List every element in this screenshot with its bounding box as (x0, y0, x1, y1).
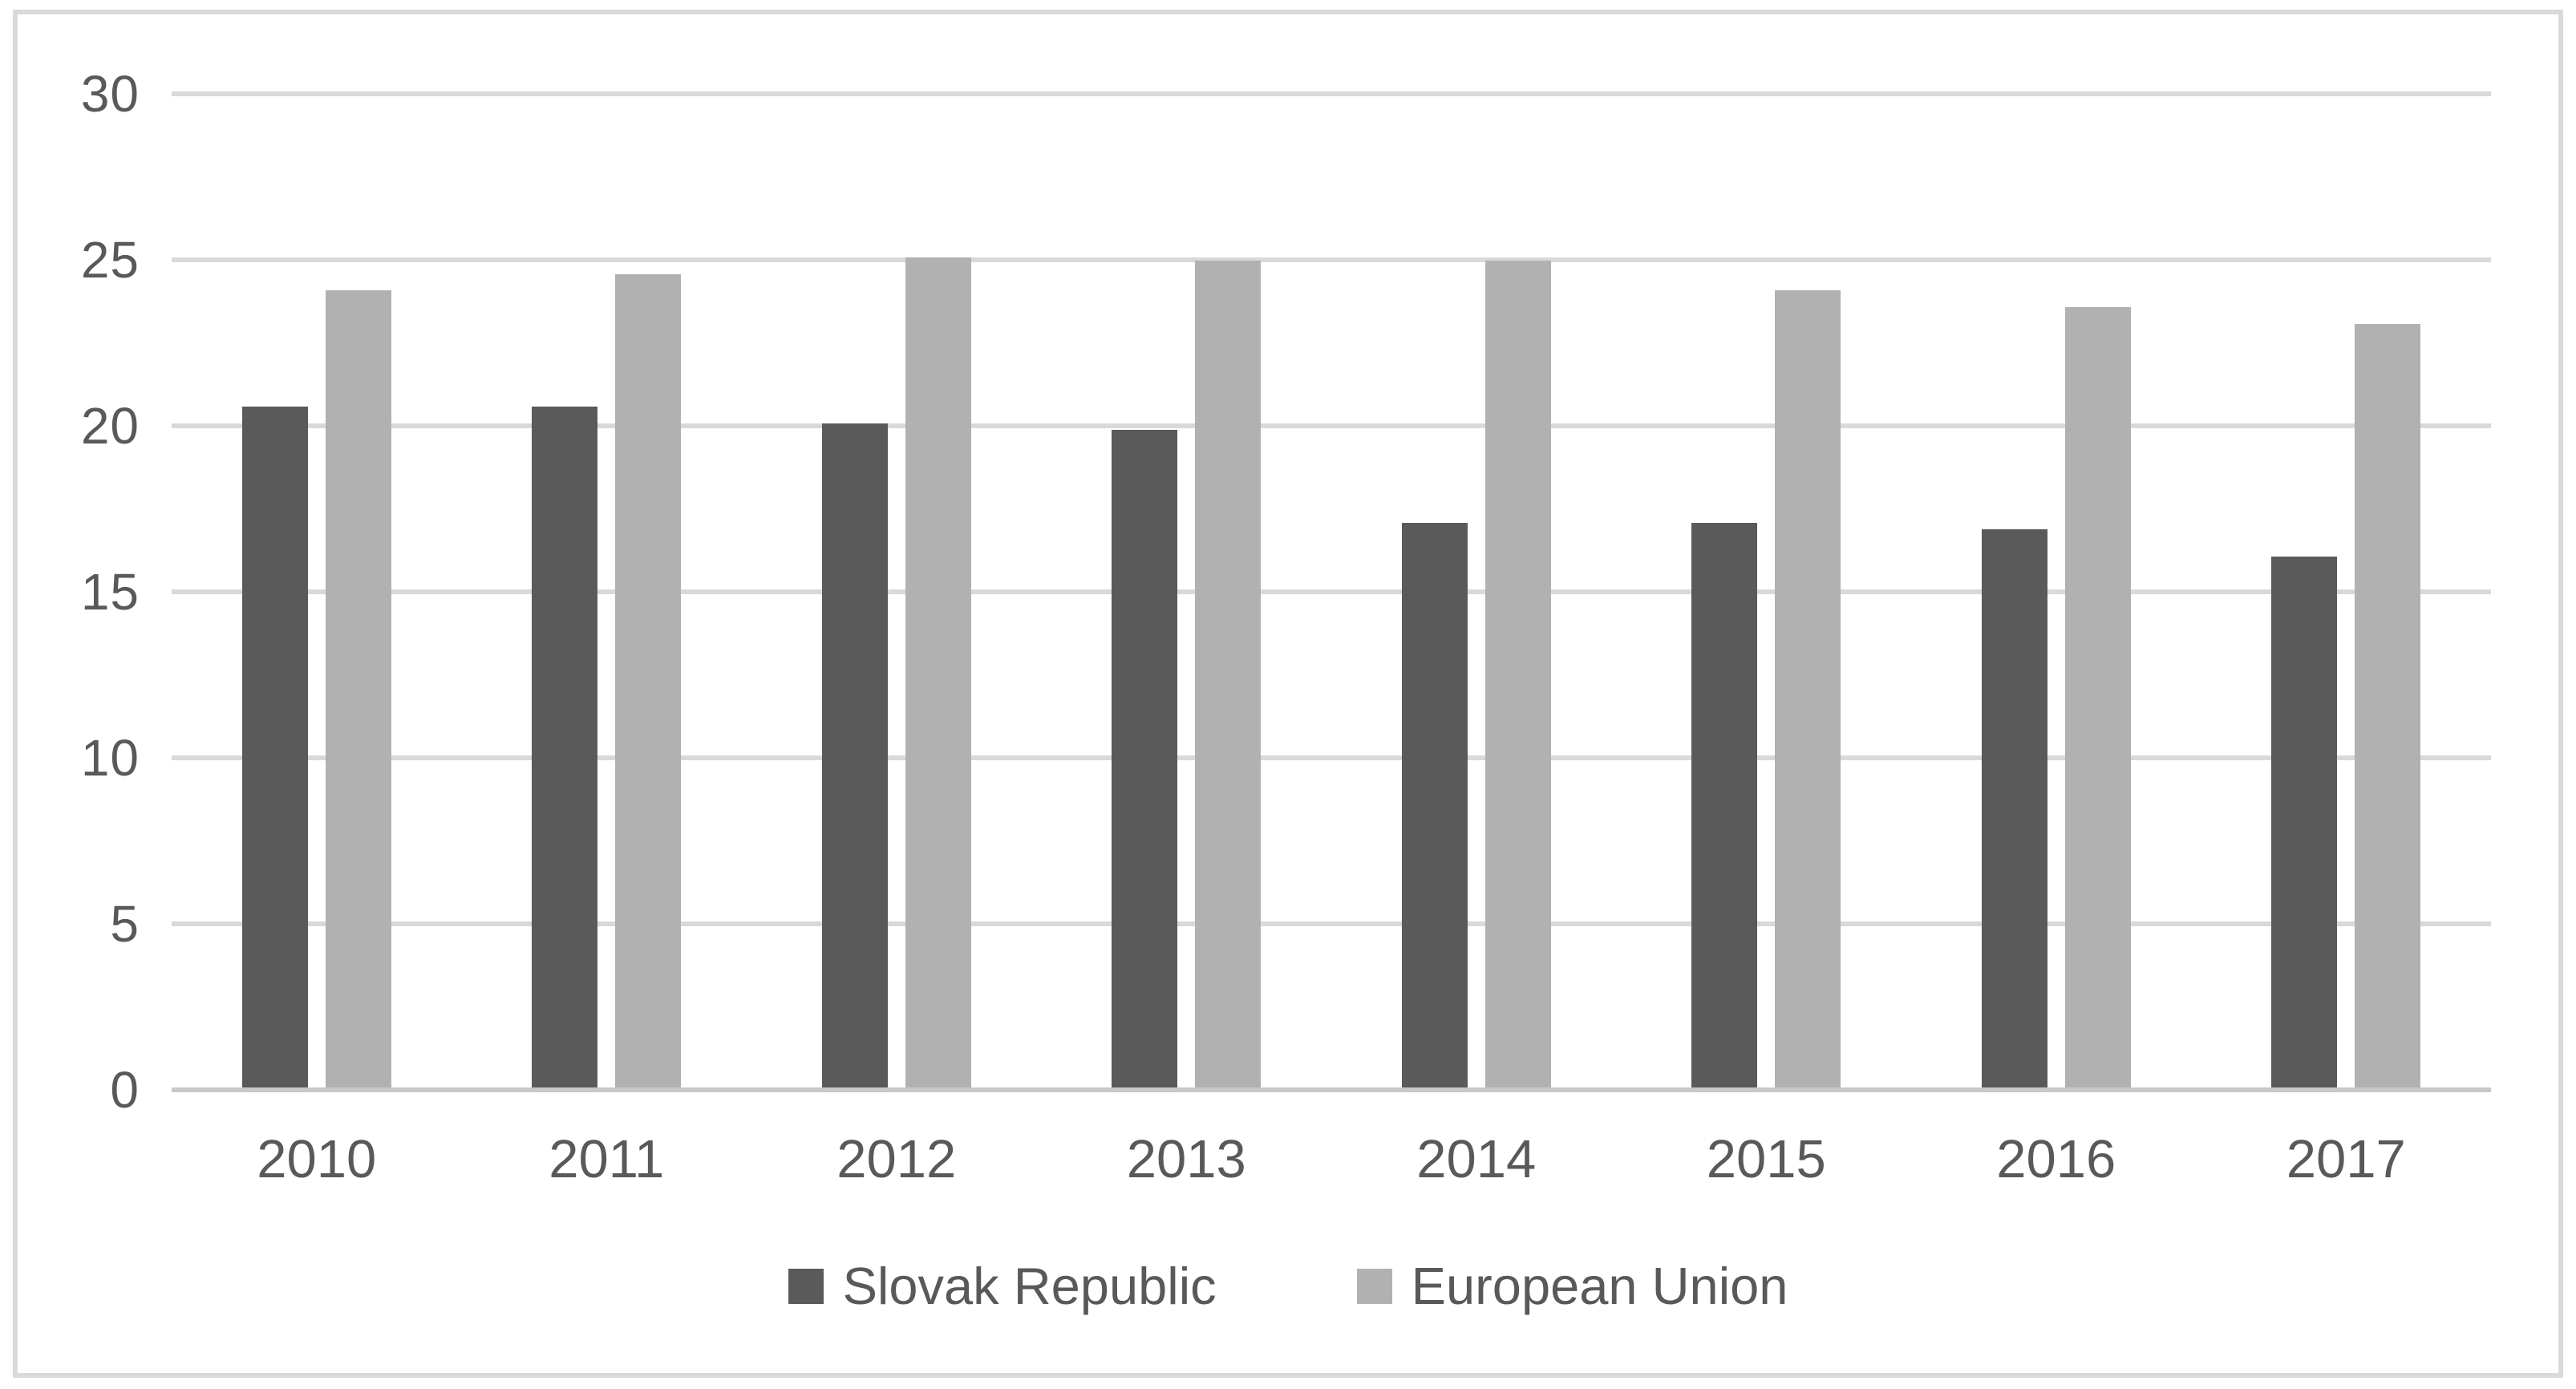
gridline-5 (172, 921, 2491, 926)
y-tick-label-20: 20 (80, 397, 140, 455)
x-tick-label-2015: 2015 (1706, 1129, 1826, 1189)
x-axis-labels: 2010 2011 2012 2013 2014 2015 2016 2017 (172, 1123, 2491, 1197)
gridline-25 (172, 257, 2491, 262)
bar-group-2010 (172, 91, 462, 1092)
bar-group-2013 (1042, 91, 1332, 1092)
bar-group-2011 (462, 91, 752, 1092)
y-tick-label-25: 25 (80, 231, 140, 289)
bar-group-2016 (1911, 91, 2201, 1092)
y-tick-label-10: 10 (80, 729, 140, 787)
legend-swatch-icon (1356, 1268, 1392, 1304)
chart-frame: 0 5 10 15 20 25 30 2010 2011 2012 2013 2014 2015 201… (13, 10, 2563, 1378)
x-tick-label-2016: 2016 (1996, 1129, 2116, 1189)
legend: Slovak Republic European Union (18, 1256, 2558, 1316)
bar-slovak-republic-2012 (821, 423, 888, 1087)
bar-slovak-republic-2015 (1691, 523, 1758, 1087)
x-tick-label-2011: 2011 (549, 1129, 665, 1189)
legend-item-slovak-republic: Slovak Republic (788, 1256, 1217, 1316)
x-tick-label-2013: 2013 (1126, 1129, 1246, 1189)
y-tick-label-30: 30 (80, 65, 140, 123)
bar-european-union-2011 (615, 273, 682, 1087)
bar-group-2017 (2201, 91, 2492, 1092)
bar-slovak-republic-2010 (241, 407, 308, 1087)
y-tick-label-15: 15 (80, 563, 140, 621)
bar-european-union-2016 (2064, 307, 2131, 1087)
y-tick-label-5: 5 (110, 895, 140, 953)
bar-european-union-2013 (1195, 261, 1262, 1087)
bar-european-union-2012 (905, 257, 971, 1087)
legend-swatch-icon (788, 1268, 824, 1304)
gridline-15 (172, 589, 2491, 594)
x-tick-label-2014: 2014 (1416, 1129, 1537, 1189)
bar-group-2015 (1622, 91, 1912, 1092)
bar-slovak-republic-2013 (1112, 430, 1178, 1087)
gridline-30 (172, 91, 2491, 96)
bar-european-union-2010 (325, 290, 391, 1087)
bar-european-union-2014 (1484, 261, 1551, 1087)
bar-slovak-republic-2011 (532, 407, 598, 1087)
x-axis-line (172, 1087, 2491, 1092)
bar-group-2012 (751, 91, 1042, 1092)
bar-slovak-republic-2016 (1981, 529, 2047, 1087)
bar-slovak-republic-2014 (1401, 523, 1468, 1087)
x-tick-label-2012: 2012 (836, 1129, 957, 1189)
gridline-10 (172, 755, 2491, 760)
x-tick-label-2017: 2017 (2286, 1129, 2406, 1189)
x-tick-label-2010: 2010 (257, 1129, 377, 1189)
bar-groups (172, 91, 2491, 1092)
plot-area (172, 91, 2491, 1092)
y-axis-tick-labels: 0 5 10 15 20 25 30 (18, 14, 146, 1373)
legend-item-european-union: European Union (1356, 1256, 1788, 1316)
gridline-20 (172, 423, 2491, 428)
y-tick-label-0: 0 (110, 1061, 140, 1119)
bar-group-2014 (1331, 91, 1622, 1092)
legend-label: European Union (1411, 1257, 1788, 1315)
bar-european-union-2017 (2355, 323, 2421, 1087)
legend-label: Slovak Republic (842, 1257, 1217, 1315)
bar-slovak-republic-2017 (2271, 556, 2338, 1087)
bar-european-union-2015 (1775, 290, 1841, 1087)
